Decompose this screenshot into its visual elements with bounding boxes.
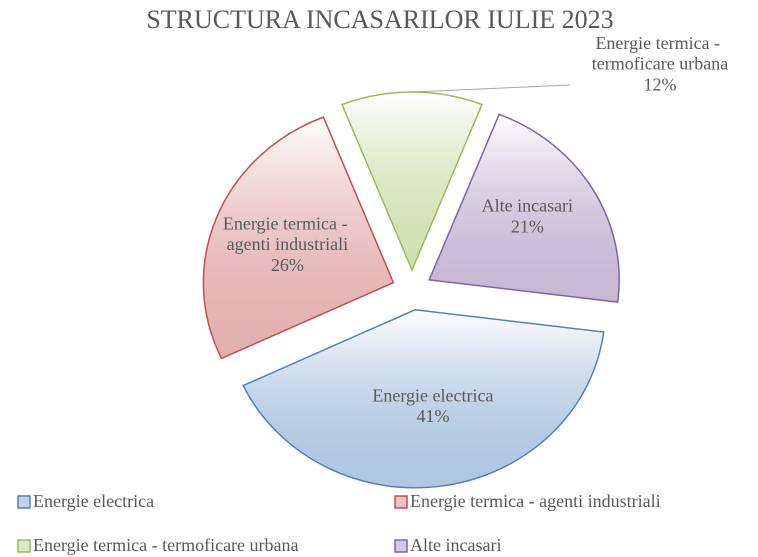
legend-marker-fill [18, 540, 30, 552]
leader-line [411, 84, 571, 93]
legend-marker [394, 495, 408, 509]
data-label: 26% [271, 255, 304, 275]
pie-slice-shade [341, 91, 483, 272]
legend-label: Energie electrica [33, 491, 154, 511]
data-label-name: Energie termica - agenti industriali [223, 213, 352, 254]
data-label: 12% [644, 75, 677, 95]
pie-slice-shade [202, 116, 395, 360]
data-label-name: Alte incasari [482, 196, 573, 216]
legend-marker-fill [395, 496, 407, 508]
legend-marker [17, 495, 31, 509]
legend-marker-fill [395, 540, 407, 552]
data-label: 21% [511, 216, 544, 236]
pie-slice-shade [242, 308, 605, 489]
legend-label: Energie termica - termoficare urbana [33, 535, 299, 555]
chart-title: STRUCTURA INCASARILOR IULIE 2023 [146, 5, 613, 34]
legend-marker [394, 539, 408, 553]
pie-slice-shade [428, 113, 620, 303]
data-label-name: Energie electrica [372, 385, 493, 405]
legend-label: Energie termica - agenti industriali [410, 491, 661, 511]
legend-label: Alte incasari [410, 535, 501, 555]
data-label-name: Energie termica - termoficare urbana [592, 33, 728, 74]
data-label: 41% [416, 406, 449, 426]
legend-marker-fill [18, 496, 30, 508]
legend-marker [17, 539, 31, 553]
